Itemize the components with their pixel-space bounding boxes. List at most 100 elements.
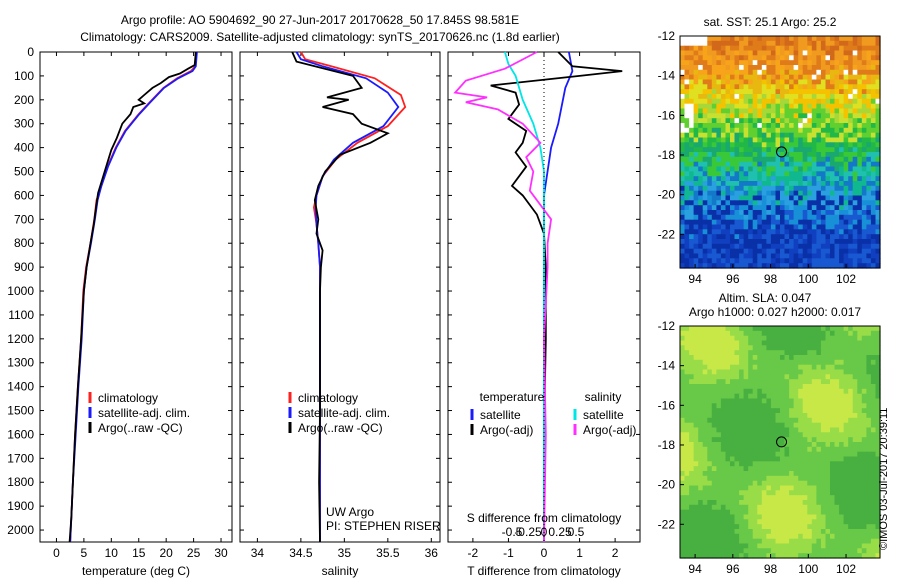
map-cell [693, 103, 699, 110]
map-cell [693, 485, 699, 491]
map-cell [852, 330, 858, 337]
map-cell [798, 69, 804, 76]
map-cell [780, 374, 786, 380]
map-cell [716, 485, 722, 491]
map-cell [875, 185, 881, 192]
map-cell [793, 514, 799, 520]
map-cell [775, 553, 781, 559]
map-cell [807, 108, 813, 114]
map-cell [711, 548, 717, 554]
map-cell [789, 161, 795, 168]
map-cell [848, 69, 854, 76]
map-cell [807, 398, 813, 404]
map-cell [711, 427, 717, 433]
map-cell [680, 108, 686, 114]
map-cell [807, 345, 813, 351]
map-cell [684, 514, 690, 520]
map-cell [730, 60, 736, 66]
map-cell [698, 369, 704, 375]
map-cell [798, 490, 804, 496]
map-cell [761, 132, 767, 139]
map-cell [825, 214, 831, 221]
map-cell [725, 243, 731, 250]
map-cell [752, 533, 758, 540]
map-cell [816, 243, 822, 250]
map-cell [843, 79, 849, 85]
map-cell [720, 258, 726, 264]
map-cell [770, 350, 776, 356]
map-cell [752, 127, 758, 134]
map-cell [775, 359, 781, 366]
map-cell [766, 519, 772, 525]
map-cell [707, 137, 713, 143]
map-cell [802, 243, 808, 250]
map-cell [739, 514, 745, 520]
map-cell [775, 50, 781, 56]
map-cell [693, 108, 699, 114]
map-cell [857, 171, 863, 177]
map-cell [752, 94, 758, 100]
map-cell [784, 446, 790, 453]
map-1-xtick-label: 94 [688, 272, 702, 286]
map-cell [875, 65, 881, 71]
map-cell [830, 137, 836, 143]
depth-tick-label: 1800 [7, 475, 34, 489]
map-cell [739, 243, 745, 250]
map-cell [784, 355, 790, 361]
map-cell [870, 50, 876, 56]
map-cell [730, 171, 736, 177]
map-cell [811, 181, 817, 187]
map-cell [716, 214, 722, 221]
map-cell [852, 94, 858, 100]
map-cell [811, 50, 817, 56]
map-cell [761, 253, 767, 259]
map-cell [820, 166, 826, 172]
map-cell [793, 181, 799, 187]
map-cell [807, 553, 813, 559]
map-cell [784, 103, 790, 110]
map-cell [680, 161, 686, 168]
map-cell [789, 60, 795, 66]
map-cell [720, 219, 726, 226]
map-cell [734, 379, 740, 385]
map-cell [816, 364, 822, 371]
map-cell [716, 137, 722, 143]
map-cell [711, 224, 717, 230]
map-cell [807, 239, 813, 245]
map-cell [830, 335, 836, 342]
map-cell [720, 142, 726, 148]
map-cell [839, 98, 845, 105]
map-cell [825, 94, 831, 100]
map-cell [730, 543, 736, 549]
map-cell [780, 509, 786, 516]
map-cell [875, 84, 881, 90]
map-cell [757, 103, 763, 110]
map-cell [798, 519, 804, 525]
panel-1-xlabel: temperature (deg C) [82, 564, 190, 578]
map-cell [689, 248, 695, 255]
float-location-marker [776, 146, 788, 158]
map-cell [784, 509, 790, 516]
map-cell [693, 417, 699, 424]
map-cell [739, 118, 745, 124]
map-cell [861, 147, 867, 153]
map-cell [689, 195, 695, 201]
map-cell [743, 422, 749, 429]
map-cell [698, 60, 704, 66]
map-cell [698, 500, 704, 506]
map-cell [684, 432, 690, 438]
map-cell [716, 258, 722, 264]
map-cell [839, 437, 845, 443]
map-cell [730, 147, 736, 153]
map-cell [848, 456, 854, 462]
map-cell [689, 529, 695, 535]
map-cell [725, 190, 731, 197]
map-cell [852, 466, 858, 472]
map-cell [734, 248, 740, 255]
map-cell [784, 127, 790, 134]
map-cell [870, 538, 876, 545]
map-cell [757, 263, 763, 269]
map-cell [848, 205, 854, 211]
map-cell [852, 60, 858, 66]
map-cell [752, 427, 758, 433]
